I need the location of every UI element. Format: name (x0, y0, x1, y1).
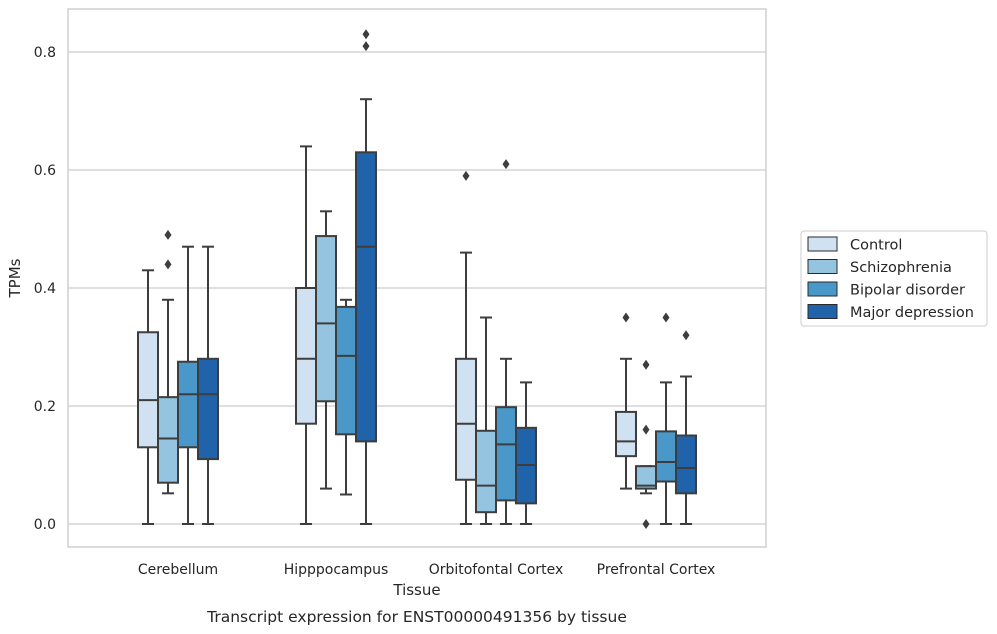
box-body (295, 287, 317, 425)
box-body (475, 429, 497, 514)
box-body (675, 434, 697, 495)
y-tick-label: 0.4 (34, 281, 56, 297)
box-body (455, 357, 477, 481)
box-major-depression (515, 381, 537, 525)
chart-caption: Transcript expression for ENST0000049135… (206, 608, 627, 626)
box-body (197, 357, 219, 461)
outlier-point (642, 519, 650, 529)
box-body (177, 360, 199, 449)
box-schizophrenia (315, 210, 337, 490)
outlier-point (662, 312, 670, 323)
y-tick-label: 0.6 (34, 163, 56, 179)
legend-swatch (807, 281, 838, 297)
plot-background (68, 9, 766, 547)
box-control (295, 145, 317, 525)
legend-swatch (807, 304, 838, 319)
legend-swatch (807, 236, 838, 252)
x-axis-ticks: Cerebellum Hipppocampus Orbitofontal Corte… (138, 562, 715, 578)
box-body (495, 406, 517, 502)
outlier-point (164, 229, 172, 240)
outlier-point (622, 312, 630, 323)
legend: Control Schizophrenia Bipolar disorder Majo… (800, 230, 988, 327)
outlier-point (164, 259, 172, 270)
outlier-point (682, 330, 690, 341)
box-body (315, 235, 337, 403)
legend-swatch (807, 259, 838, 274)
y-tick-label: 0.8 (34, 45, 56, 61)
y-tick-label: 0.2 (34, 399, 56, 415)
box-body (655, 430, 677, 483)
outlier-point (642, 359, 650, 370)
box-bipolar-disorder (655, 312, 677, 525)
box-major-depression (355, 29, 377, 525)
y-axis-label: TPMs (6, 258, 24, 298)
outlier-point (462, 170, 470, 181)
box-body (615, 410, 637, 458)
legend-label: Control (850, 238, 902, 254)
outlier-point (362, 41, 370, 52)
legend-label: Schizophrenia (850, 260, 952, 276)
box-control (615, 312, 637, 490)
y-tick-label: 0.0 (34, 517, 56, 533)
legend-frame (800, 230, 988, 327)
box-body (137, 331, 159, 449)
box-body (355, 151, 377, 443)
box-schizophrenia (635, 359, 657, 529)
x-tick-label: Orbitofontal Cortex (429, 562, 564, 578)
outlier-point (642, 424, 650, 435)
box-body (157, 396, 179, 484)
box-series (137, 29, 697, 529)
x-tick-label: Prefrontal Cortex (597, 562, 716, 578)
box-major-depression (197, 245, 219, 525)
x-axis-label: Tissue (392, 581, 440, 599)
y-axis-ticks: 0.0 0.2 0.4 0.6 0.8 (34, 45, 56, 533)
legend-label: Bipolar disorder (850, 283, 965, 299)
box-control (455, 170, 477, 525)
box-control (137, 269, 159, 525)
outlier-point (502, 159, 510, 170)
outlier-point (362, 29, 370, 40)
box-major-depression (675, 330, 697, 525)
legend-label: Major depression (850, 305, 974, 321)
box-body (335, 305, 357, 436)
x-tick-label: Cerebellum (138, 562, 218, 578)
box-bipolar-disorder (495, 159, 517, 525)
plot-frame (67, 8, 767, 548)
x-tick-label: Hipppocampus (284, 562, 389, 578)
